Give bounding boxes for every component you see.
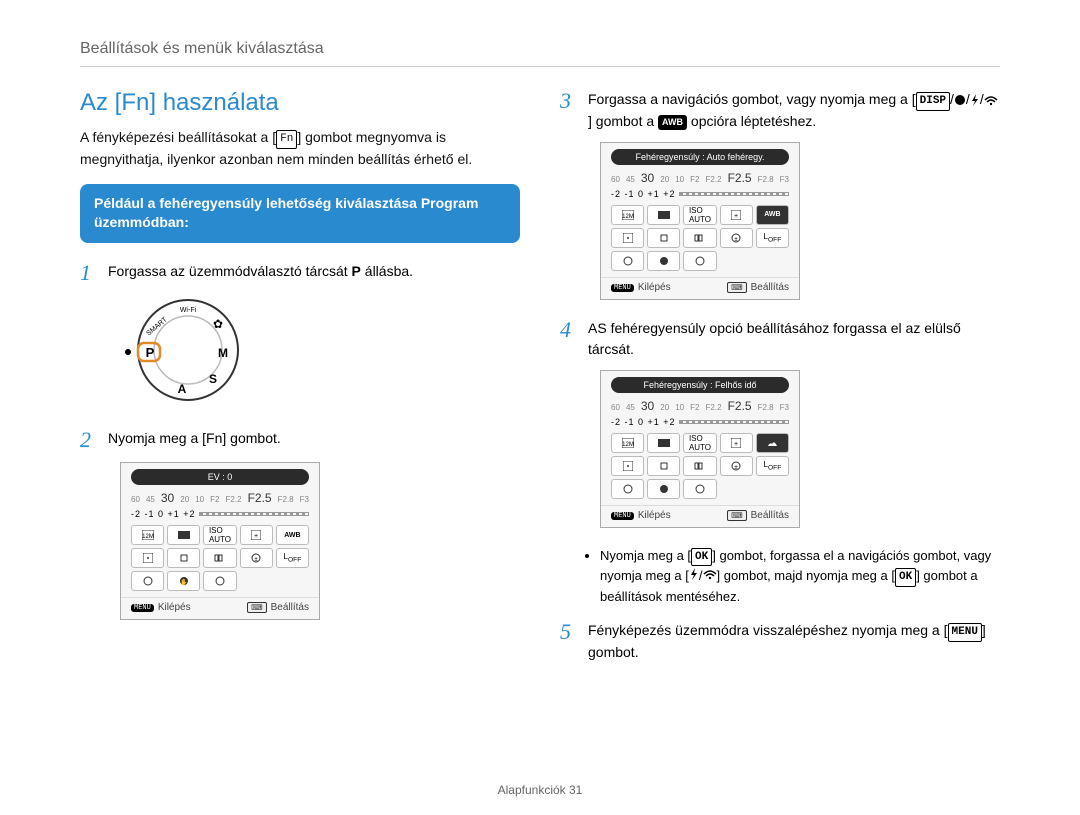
menu-icon: MENU — [131, 604, 154, 612]
lcd-cell — [167, 525, 200, 545]
step-5: 5 Fényképezés üzemmódra visszalépéshez n… — [560, 620, 1000, 663]
ok-badge: OK — [691, 548, 712, 567]
lcd-cell — [203, 571, 236, 591]
lcd-ev-row: -2 -1 0 +1 +2 — [601, 187, 799, 201]
step-3: 3 Forgassa a navigációs gombot, vagy nyo… — [560, 89, 1000, 132]
svg-text:+: + — [734, 213, 738, 220]
keyboard-icon: ⌨ — [247, 602, 267, 613]
svg-text:A: A — [178, 382, 187, 396]
lcd-ev-row: -2 -1 0 +1 +2 — [601, 415, 799, 429]
step-text: Forgassa a navigációs gombot, vagy nyomj… — [588, 89, 1000, 132]
step-number: 3 — [560, 89, 578, 132]
step-number: 4 — [560, 318, 578, 360]
svg-text:12M: 12M — [622, 442, 634, 448]
step-text: AS fehéregyensúly opció beállításához fo… — [588, 318, 1000, 360]
fn-badge: Fn — [276, 130, 297, 149]
breadcrumb: Beállítások és menük kiválasztása — [80, 40, 1000, 67]
lcd-shutter-scale: 6045302010F2F2.2F2.5F2.8F3 — [121, 489, 319, 507]
svg-text:Wi-Fi: Wi-Fi — [180, 307, 197, 314]
svg-text:M: M — [218, 346, 228, 360]
wifi-icon — [703, 568, 717, 580]
lcd-cell: LOFF — [276, 548, 309, 568]
svg-text:✋: ✋ — [180, 578, 187, 586]
svg-text:+: + — [734, 441, 738, 448]
step-number: 5 — [560, 620, 578, 663]
lcd-cell — [203, 548, 236, 568]
lcd-cell: ✋ — [167, 571, 200, 591]
step-1: 1 Forgassa az üzemmódválasztó tárcsát P … — [80, 261, 520, 285]
flash-icon — [970, 94, 980, 106]
note-list: Nyomja meg a [OK] gombot, forgassa el a … — [580, 546, 1000, 607]
svg-text:12M: 12M — [142, 534, 154, 540]
wifi-icon — [984, 94, 998, 106]
lcd-cell: 12M — [131, 525, 164, 545]
svg-text:P: P — [146, 345, 155, 360]
menu-badge: MENU — [948, 623, 982, 642]
lcd-cell — [131, 571, 164, 591]
step-text: Forgassa az üzemmódválasztó tárcsát P ál… — [108, 261, 413, 285]
lcd-cell: ± — [240, 548, 273, 568]
lcd-cell: AWB — [276, 525, 309, 545]
left-column: Az [Fn] használata A fényképezési beállí… — [80, 89, 520, 673]
step-text: Nyomja meg a [Fn] gombot. — [108, 428, 281, 452]
lcd-ev-row: -2 -1 0 +1 +2 — [121, 507, 319, 521]
lcd-cell: ISOAUTO — [203, 525, 236, 545]
page-title: Az [Fn] használata — [80, 89, 520, 117]
right-column: 3 Forgassa a navigációs gombot, vagy nyo… — [560, 89, 1000, 673]
svg-text:12M: 12M — [622, 214, 634, 220]
lcd-shutter-scale: 6045302010F2F2.2F2.5F2.8F3 — [601, 169, 799, 187]
svg-text:+: + — [254, 533, 258, 540]
lcd-cell-selected: AWB — [756, 205, 789, 225]
awb-badge: AWB — [658, 115, 687, 131]
step-number: 1 — [80, 261, 98, 285]
lcd-screen-2: Fehéregyensúly : Auto fehéregy. 60453020… — [600, 142, 800, 300]
lcd-icon-grid: 12M ISOAUTO + AWB ± LOFF ✋ — [121, 521, 319, 597]
lcd-cell: + — [240, 525, 273, 545]
example-callout: Például a fehéregyensúly lehetőség kivál… — [80, 184, 520, 243]
note-item: Nyomja meg a [OK] gombot, forgassa el a … — [600, 546, 1000, 607]
svg-text:S: S — [209, 372, 217, 386]
lcd-footer: MENUKilépés ⌨Beállítás — [601, 505, 799, 527]
intro-part1: A fényképezési beállításokat a [ — [80, 129, 276, 145]
intro-text: A fényképezési beállításokat a [Fn] gomb… — [80, 127, 520, 170]
ok-badge: OK — [895, 568, 916, 587]
lcd-icon-grid: 12M ISOAUTO + ± LOFF — [601, 429, 799, 505]
fn-badge: Fn — [206, 430, 222, 446]
step-4: 4 AS fehéregyensúly opció beállításához … — [560, 318, 1000, 360]
lcd-screen-1: EV : 0 6045302010F2F2.2F2.5F2.8F3 -2 -1 … — [120, 462, 320, 620]
lcd-title: EV : 0 — [131, 469, 309, 485]
flower-icon — [954, 94, 966, 106]
lcd-cell — [167, 548, 200, 568]
svg-text:✿: ✿ — [213, 317, 223, 331]
lcd-shutter-scale: 6045302010F2F2.2F2.5F2.8F3 — [601, 397, 799, 415]
mode-dial: Wi-Fi SMART ✿ M S A P — [80, 295, 520, 410]
lcd-title: Fehéregyensúly : Auto fehéregy. — [611, 149, 789, 165]
disp-badge: DISP — [916, 92, 950, 111]
lcd-icon-grid: 12M ISOAUTO + AWB ± LOFF — [601, 201, 799, 277]
lcd-title: Fehéregyensúly : Felhős idő — [611, 377, 789, 393]
flash-icon — [689, 568, 699, 580]
lcd-footer: MENUKilépés ⌨Beállítás — [601, 277, 799, 299]
step-2: 2 Nyomja meg a [Fn] gombot. — [80, 428, 520, 452]
step-text: Fényképezés üzemmódra visszalépéshez nyo… — [588, 620, 1000, 663]
page-footer: Alapfunkciók 31 — [0, 783, 1080, 797]
step-number: 2 — [80, 428, 98, 452]
lcd-cell — [131, 548, 164, 568]
lcd-screen-3: Fehéregyensúly : Felhős idő 6045302010F2… — [600, 370, 800, 528]
lcd-cell-selected — [756, 433, 789, 453]
lcd-footer: MENUKilépés ⌨Beállítás — [121, 597, 319, 619]
